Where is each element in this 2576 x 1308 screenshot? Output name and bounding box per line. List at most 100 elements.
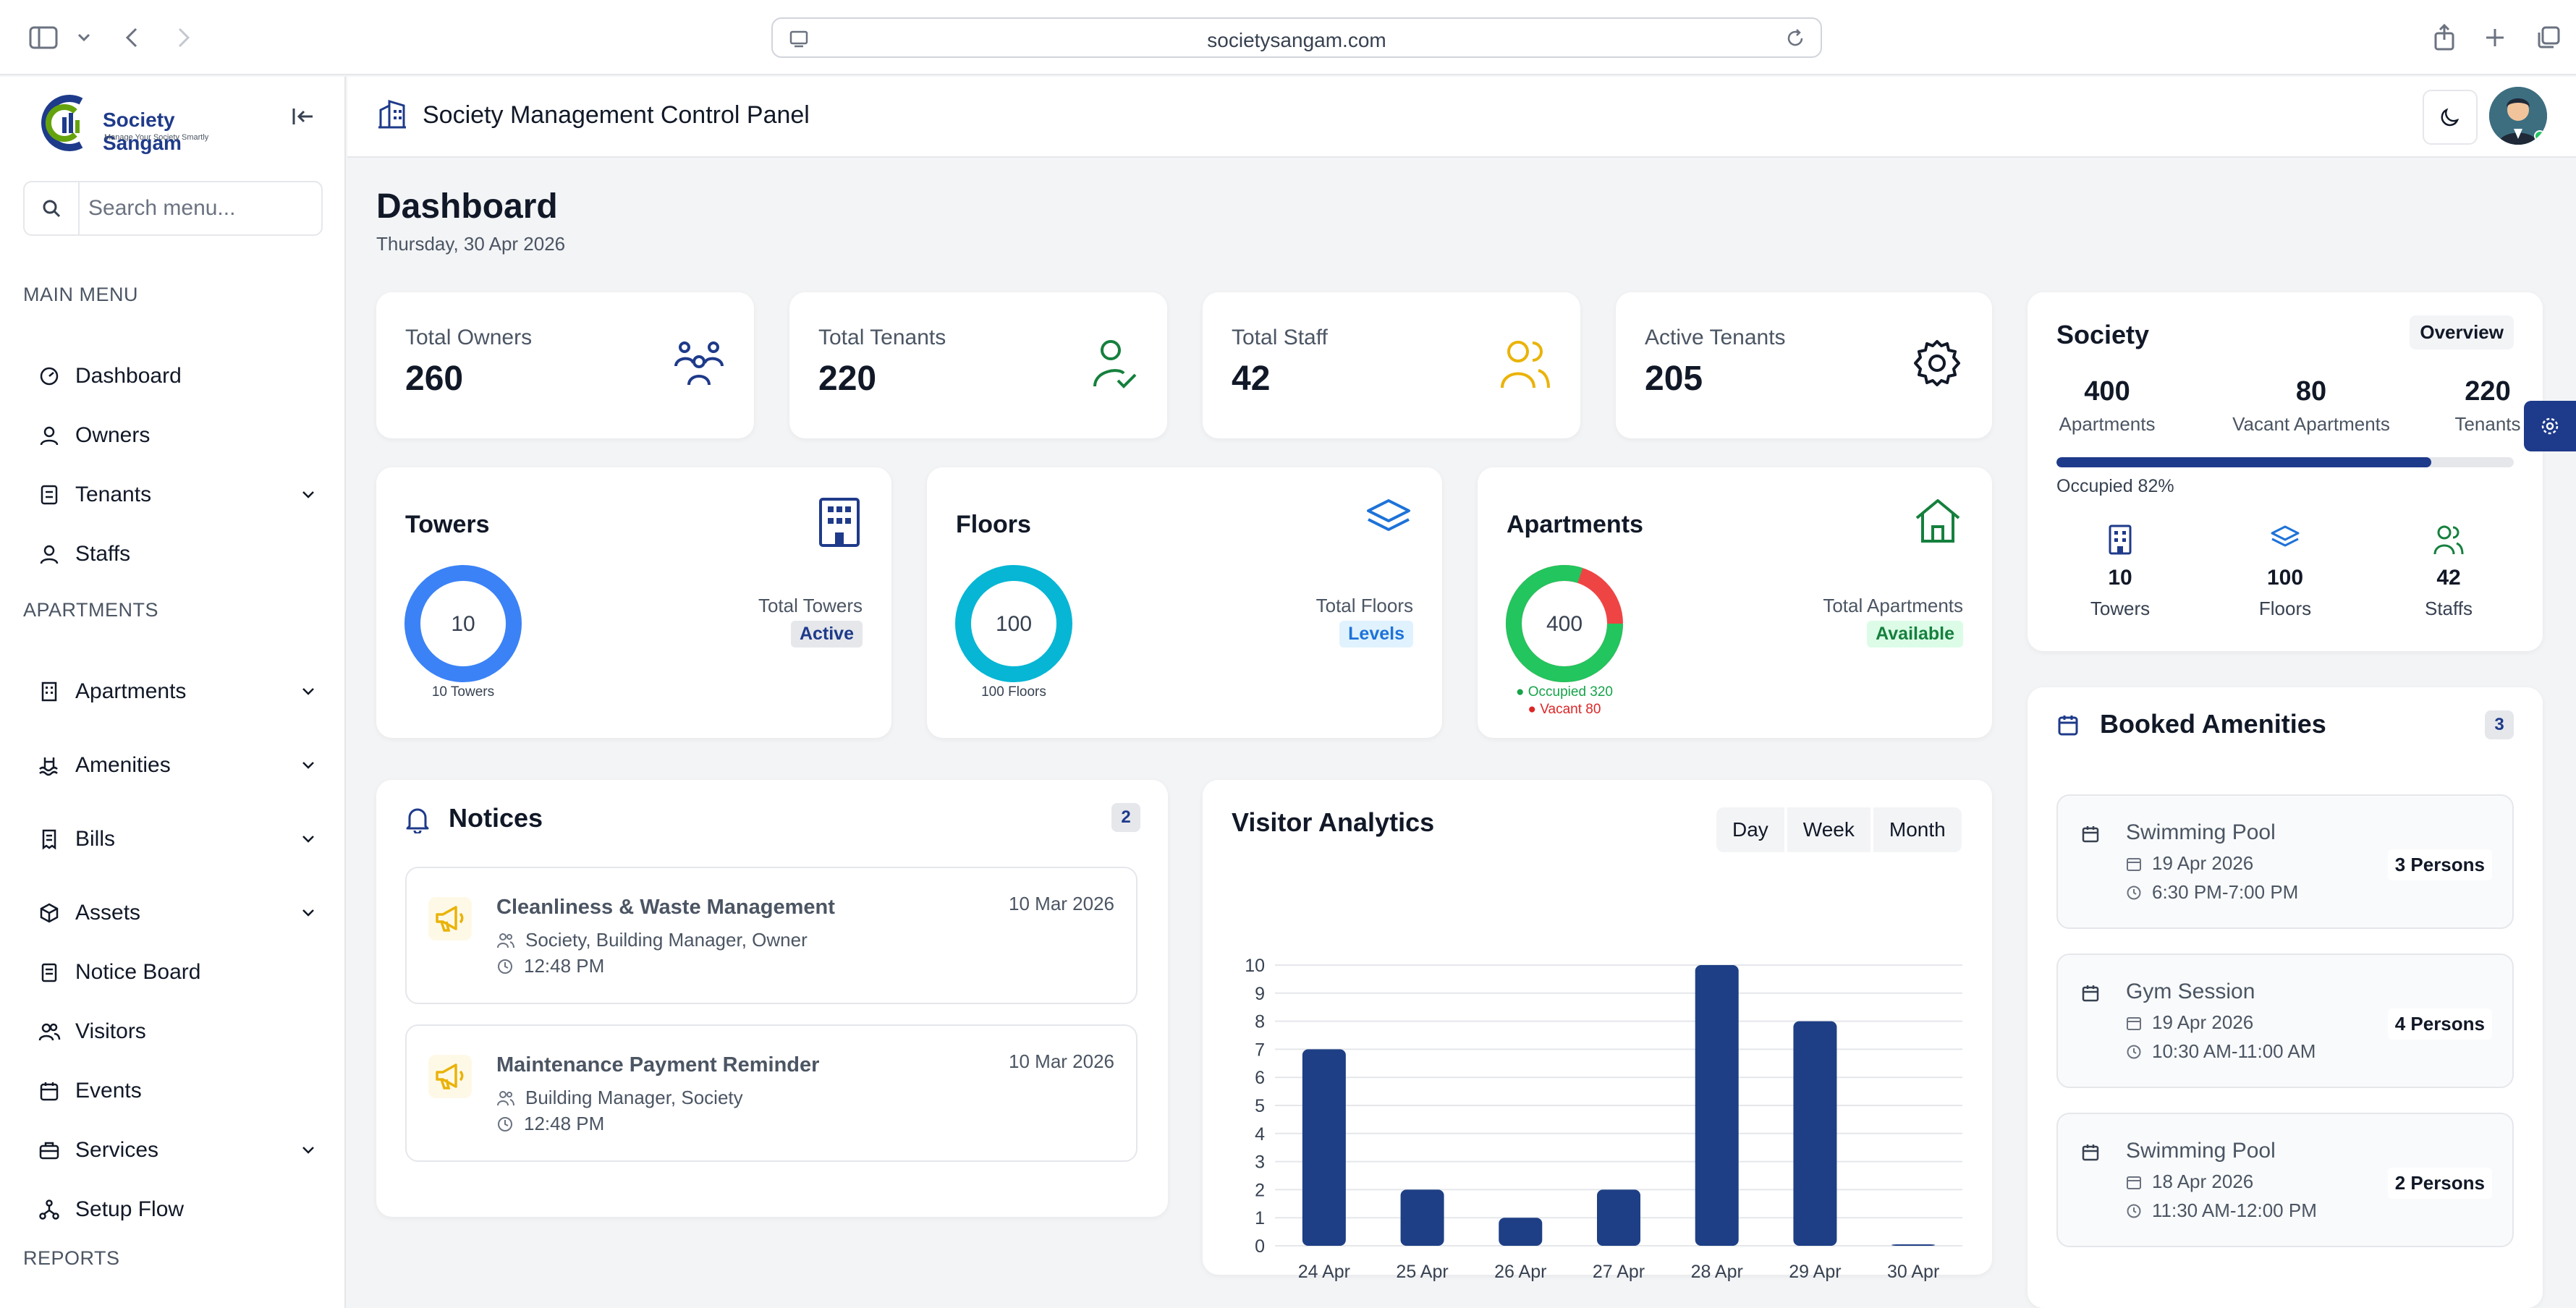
clock-icon bbox=[498, 1116, 512, 1131]
range-month-button[interactable]: Month bbox=[1889, 818, 1946, 841]
bar-28-apr[interactable] bbox=[1695, 965, 1739, 1246]
metric-label: Vacant Apartments bbox=[2232, 413, 2390, 435]
metric-tenants: 220 Tenants bbox=[2437, 376, 2538, 436]
notices-card: Notices 2 Cleanliness & Waste Management… bbox=[376, 780, 1168, 1217]
url-text: societysangam.com bbox=[1207, 29, 1386, 51]
reload-icon[interactable] bbox=[1784, 27, 1806, 49]
amenity-time-row: 6:30 PM-7:00 PM bbox=[2126, 881, 2298, 904]
notice-date: 10 Mar 2026 bbox=[1009, 1050, 1114, 1072]
range-week-button[interactable]: Week bbox=[1787, 807, 1873, 852]
towers-card[interactable]: Towers 10 10 Towers Total Towers Active bbox=[376, 467, 891, 738]
sidebar-item-apartments[interactable]: Apartments bbox=[23, 668, 323, 715]
sidebar-item-staffs[interactable]: Staffs bbox=[23, 531, 323, 577]
sidebar-item-bills[interactable]: Bills bbox=[23, 816, 323, 862]
sidebar-item-events[interactable]: Events bbox=[23, 1068, 323, 1114]
amenity-booking[interactable]: Swimming Pool 18 Apr 2026 11:30 AM-12:00… bbox=[2056, 1113, 2514, 1247]
calendar-icon bbox=[2056, 713, 2080, 736]
metric-value: 400 bbox=[2084, 376, 2130, 407]
notice-item[interactable]: Cleanliness & Waste Management 10 Mar 20… bbox=[405, 867, 1137, 1004]
avatar[interactable] bbox=[2489, 87, 2547, 145]
bar-27-apr[interactable] bbox=[1597, 1189, 1640, 1246]
overview-button[interactable]: Overview bbox=[2410, 315, 2514, 349]
user-icon bbox=[23, 425, 75, 446]
sidebar-item-dashboard[interactable]: Dashboard bbox=[23, 353, 323, 399]
amenity-date: 19 Apr 2026 bbox=[2152, 1011, 2254, 1033]
range-toggle: Day Week Month bbox=[1716, 807, 1962, 852]
sidebar-item-services[interactable]: Services bbox=[23, 1127, 323, 1173]
chevron-down-icon bbox=[294, 760, 323, 770]
card-subtitle: Total Floors bbox=[1315, 595, 1413, 616]
amenity-time-row: 10:30 AM-11:00 AM bbox=[2126, 1040, 2316, 1063]
users-icon bbox=[497, 933, 514, 948]
tabs-overview-icon[interactable] bbox=[2531, 20, 2566, 55]
stat-value: 205 bbox=[1645, 360, 1703, 398]
persons-badge: 2 Persons bbox=[2387, 1168, 2492, 1199]
notice-item[interactable]: Maintenance Payment Reminder 10 Mar 2026… bbox=[405, 1024, 1137, 1162]
user-check-icon bbox=[1092, 337, 1138, 392]
sidebar-item-assets[interactable]: Assets bbox=[23, 890, 323, 936]
notice-time-row: 12:48 PM bbox=[496, 1113, 604, 1135]
theme-toggle-button[interactable] bbox=[2423, 90, 2478, 145]
site-info-icon[interactable] bbox=[789, 29, 809, 49]
amenity-booking[interactable]: Gym Session 19 Apr 2026 10:30 AM-11:00 A… bbox=[2056, 954, 2514, 1088]
stat-card-total-owners[interactable]: Total Owners 260 bbox=[376, 292, 754, 438]
sidebar-item-tenants[interactable]: Tenants bbox=[23, 472, 323, 518]
building-icon bbox=[2048, 524, 2192, 559]
bar-29-apr[interactable] bbox=[1793, 1021, 1837, 1246]
online-status-dot bbox=[2534, 130, 2546, 142]
ring-value: 100 bbox=[996, 612, 1032, 636]
search-menu-input[interactable] bbox=[88, 192, 313, 224]
card-title: Booked Amenities bbox=[2100, 709, 2326, 739]
card-title: Floors bbox=[956, 511, 1031, 538]
floors-card[interactable]: Floors 100 100 Floors Total Floors Level… bbox=[927, 467, 1442, 738]
persons-badge: 3 Persons bbox=[2387, 849, 2492, 880]
logo[interactable]: Society Sangam Manage Your Society Smart… bbox=[30, 88, 247, 158]
sidebar-toggle-icon[interactable] bbox=[26, 20, 61, 55]
stat-card-total-tenants[interactable]: Total Tenants 220 bbox=[789, 292, 1167, 438]
card-title: Apartments bbox=[1507, 511, 1643, 538]
briefcase-icon bbox=[23, 1139, 75, 1161]
search-icon bbox=[25, 182, 80, 234]
apartments-card[interactable]: Apartments 400 ● Occupied 320 ● Vacant 8… bbox=[1478, 467, 1992, 738]
flow-icon bbox=[23, 1199, 75, 1220]
sidebar-item-notice-board[interactable]: Notice Board bbox=[23, 949, 323, 995]
sidebar-item-amenities[interactable]: Amenities bbox=[23, 742, 323, 789]
bar-30-apr[interactable] bbox=[1891, 1244, 1936, 1246]
bar-24-apr[interactable] bbox=[1302, 1049, 1346, 1246]
new-tab-icon[interactable] bbox=[2478, 20, 2512, 55]
sidebar-item-label: Tenants bbox=[75, 483, 152, 506]
stat-card-total-staff[interactable]: Total Staff 42 bbox=[1203, 292, 1580, 438]
collapse-sidebar-icon[interactable] bbox=[291, 106, 315, 127]
chevron-down-icon bbox=[294, 834, 323, 844]
bar-25-apr[interactable] bbox=[1400, 1189, 1444, 1246]
metric-value: 10 bbox=[2108, 566, 2132, 590]
share-icon[interactable] bbox=[2427, 20, 2462, 55]
clock-icon bbox=[2127, 1045, 2141, 1058]
range-day-button[interactable]: Day bbox=[1716, 807, 1787, 852]
page-date: Thursday, 30 Apr 2026 bbox=[376, 233, 566, 255]
forward-icon[interactable] bbox=[166, 20, 201, 55]
chevron-down-icon bbox=[294, 490, 323, 500]
calendar-icon bbox=[2081, 825, 2100, 844]
metric-value: 80 bbox=[2295, 376, 2327, 407]
y-tick-label: 9 bbox=[1255, 984, 1265, 1004]
amenity-booking[interactable]: Swimming Pool 19 Apr 2026 6:30 PM-7:00 P… bbox=[2056, 794, 2514, 929]
settings-gear-button[interactable] bbox=[2524, 401, 2576, 451]
bar-26-apr[interactable] bbox=[1499, 1218, 1543, 1246]
users-icon bbox=[497, 1090, 514, 1105]
sidebar-item-owners[interactable]: Owners bbox=[23, 412, 323, 459]
sidebar-item-visitors[interactable]: Visitors bbox=[23, 1008, 323, 1055]
x-tick-label: 29 Apr bbox=[1789, 1262, 1841, 1282]
card-title: Society bbox=[2056, 320, 2150, 349]
x-tick-label: 27 Apr bbox=[1593, 1262, 1645, 1282]
gear-icon bbox=[1911, 337, 1963, 389]
chevron-down-icon[interactable] bbox=[67, 20, 101, 55]
metric-value: 100 bbox=[2266, 566, 2304, 590]
metric-label: Floors bbox=[2258, 598, 2312, 619]
card-title: Towers bbox=[405, 511, 490, 538]
stat-card-active-tenants[interactable]: Active Tenants 205 bbox=[1616, 292, 1992, 438]
visitor-analytics-card: Visitor Analytics Day Week Month 0 1 2 3 4 5 6… bbox=[1203, 780, 1992, 1282]
sidebar-item-setup-flow[interactable]: Setup Flow bbox=[23, 1186, 323, 1233]
back-icon[interactable] bbox=[114, 20, 149, 55]
address-bar[interactable]: societysangam.com bbox=[771, 17, 1822, 58]
